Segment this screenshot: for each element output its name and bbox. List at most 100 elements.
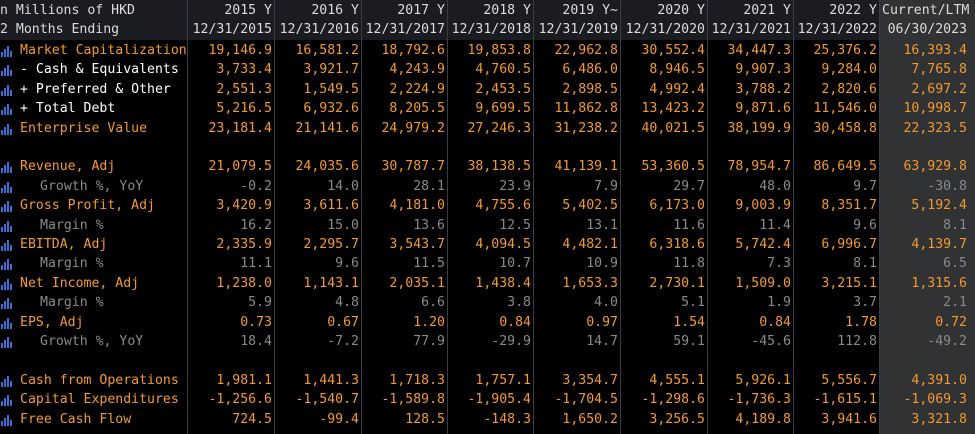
value-cell[interactable]: 11.8 — [673, 256, 705, 272]
period-end-date[interactable]: 12/31/2019 — [538, 22, 618, 37]
value-cell[interactable]: 2,335.9 — [216, 237, 272, 252]
bar-chart-icon[interactable] — [1, 64, 12, 77]
bar-chart-icon[interactable] — [1, 220, 12, 232]
value-cell[interactable]: 8,351.7 — [821, 198, 877, 214]
bar-chart-icon[interactable] — [1, 84, 12, 96]
row-label[interactable]: Gross Profit, Adj — [20, 198, 155, 214]
value-cell[interactable]: 16,393.4 — [903, 43, 967, 58]
value-cell[interactable]: 4,139.7 — [911, 237, 967, 252]
value-cell[interactable]: -1,298.6 — [641, 392, 705, 408]
row-label[interactable]: Margin % — [40, 217, 104, 233]
value-cell[interactable]: 11.4 — [759, 217, 791, 233]
value-cell[interactable]: 1.54 — [673, 314, 705, 330]
value-cell[interactable]: 22,323.5 — [903, 120, 967, 136]
bar-chart-icon[interactable] — [1, 258, 12, 271]
value-cell[interactable]: 4.0 — [594, 295, 618, 311]
row-label[interactable]: + Total Debt — [20, 101, 116, 117]
bar-chart-icon[interactable] — [1, 414, 12, 426]
value-cell[interactable]: 6.6 — [421, 295, 445, 311]
value-cell[interactable]: 19,146.9 — [208, 43, 272, 58]
bar-chart-icon[interactable] — [1, 375, 12, 387]
value-cell[interactable]: 1,549.5 — [303, 81, 359, 97]
row-label[interactable]: - Cash & Equivalents — [20, 62, 179, 78]
value-cell[interactable]: 3,420.9 — [216, 198, 272, 214]
value-cell[interactable]: 6,932.6 — [303, 101, 359, 117]
row-label[interactable]: Cash from Operations — [20, 372, 179, 388]
value-cell[interactable]: 2,730.1 — [649, 275, 705, 291]
value-cell[interactable]: 112.8 — [837, 334, 877, 349]
value-cell[interactable]: 19,853.8 — [467, 43, 531, 58]
value-cell[interactable]: 3,611.6 — [303, 198, 359, 214]
value-cell[interactable]: 0.84 — [759, 314, 791, 330]
value-cell[interactable]: 1,315.6 — [911, 275, 967, 291]
value-cell[interactable]: 6,173.0 — [649, 198, 705, 214]
value-cell[interactable]: 1.78 — [845, 314, 877, 330]
value-cell[interactable]: 128.5 — [405, 411, 445, 427]
value-cell[interactable]: 5.1 — [681, 295, 705, 311]
value-cell[interactable]: 9,871.6 — [735, 101, 791, 117]
value-cell[interactable]: 14.7 — [586, 334, 618, 349]
period-header[interactable]: 2022 Y — [829, 3, 877, 18]
value-cell[interactable]: -29.9 — [491, 334, 531, 349]
table-row[interactable]: Margin % 16.2 15.0 13.6 12.5 13.1 11.6 11.4 9.6 8… — [0, 216, 975, 235]
value-cell[interactable]: 3,354.7 — [562, 372, 618, 388]
period-header[interactable]: 2020 Y — [657, 3, 705, 18]
value-cell[interactable]: 8,946.5 — [649, 62, 705, 78]
value-cell[interactable]: 10.9 — [586, 256, 618, 272]
value-cell[interactable]: 4,189.8 — [735, 411, 791, 427]
row-label[interactable]: + Preferred & Other — [20, 81, 171, 97]
row-label[interactable]: Revenue, Adj — [20, 159, 116, 175]
value-cell[interactable]: 31,238.2 — [554, 120, 618, 136]
table-row[interactable]: EPS, Adj 0.73 0.67 1.20 0.84 0.97 1.54 0.84 1.78… — [0, 313, 975, 332]
table-row[interactable]: Margin % 5.9 4.8 6.6 3.8 4.0 5.1 1.9 3.7 2.1 — [0, 293, 975, 312]
value-cell[interactable]: 1,718.3 — [389, 372, 445, 388]
value-cell[interactable]: 4.8 — [335, 295, 359, 311]
value-cell[interactable]: 1,509.0 — [735, 275, 791, 291]
value-cell[interactable]: 29.7 — [673, 178, 705, 194]
value-cell[interactable]: 24,979.2 — [381, 120, 445, 136]
value-cell[interactable]: 1,653.3 — [562, 275, 618, 291]
value-cell[interactable]: 34,447.3 — [727, 43, 791, 58]
table-row[interactable]: + Preferred & Other 2,551.3 1,549.5 2,224.9… — [0, 80, 975, 99]
value-cell[interactable]: 9,907.3 — [735, 62, 791, 78]
value-cell[interactable]: 1,441.3 — [303, 372, 359, 388]
value-cell[interactable]: 41,139.1 — [554, 159, 618, 175]
value-cell[interactable]: -1,736.3 — [727, 392, 791, 408]
value-cell[interactable]: 2.1 — [943, 295, 967, 311]
value-cell[interactable]: 38,138.5 — [467, 159, 531, 175]
value-cell[interactable]: 5,216.5 — [216, 101, 272, 117]
value-cell[interactable]: 78,954.7 — [727, 159, 791, 175]
table-row[interactable]: Free Cash Flow 724.5 -99.4 128.5 -148.3 1,650… — [0, 410, 975, 429]
value-cell[interactable]: 2,898.5 — [562, 81, 618, 97]
value-cell[interactable]: 2,820.6 — [821, 81, 877, 97]
value-cell[interactable]: 11,862.8 — [554, 101, 618, 117]
value-cell[interactable]: 5,926.1 — [735, 372, 791, 388]
table-row[interactable]: Revenue, Adj 21,079.5 24,035.6 30,787.7 38,1… — [0, 157, 975, 176]
value-cell[interactable]: 5.9 — [248, 295, 272, 311]
table-row[interactable]: + Total Debt 5,216.5 6,932.6 8,205.5 9,699.5… — [0, 99, 975, 118]
value-cell[interactable]: 30,787.7 — [381, 159, 445, 175]
row-label[interactable]: EBITDA, Adj — [20, 237, 108, 252]
value-cell[interactable]: 53,360.5 — [641, 159, 705, 175]
row-label[interactable]: Market Capitalization — [20, 43, 187, 58]
value-cell[interactable]: 27,246.3 — [467, 120, 531, 136]
period-header[interactable]: 2016 Y — [311, 3, 359, 18]
value-cell[interactable]: 10,998.7 — [903, 101, 967, 117]
bar-chart-icon[interactable] — [1, 317, 12, 329]
value-cell[interactable]: 4,181.0 — [389, 198, 445, 214]
row-label[interactable]: Margin % — [40, 295, 104, 311]
value-cell[interactable]: 1,981.1 — [216, 372, 272, 388]
value-cell[interactable]: 0.72 — [935, 314, 967, 330]
row-label[interactable]: Growth %, YoY — [40, 334, 144, 349]
value-cell[interactable]: 1.20 — [413, 314, 445, 330]
value-cell[interactable]: 25,376.2 — [813, 43, 877, 58]
value-cell[interactable]: 13.1 — [586, 217, 618, 233]
value-cell[interactable]: 16,581.2 — [295, 43, 359, 58]
period-header[interactable]: 2018 Y — [483, 3, 531, 18]
value-cell[interactable]: 3,921.7 — [303, 62, 359, 78]
value-cell[interactable]: 10.7 — [499, 256, 531, 272]
value-cell[interactable]: 13.6 — [413, 217, 445, 233]
value-cell[interactable]: 2,697.2 — [911, 81, 967, 97]
value-cell[interactable]: -1,589.8 — [381, 392, 445, 408]
value-cell[interactable]: 4,760.5 — [475, 62, 531, 78]
